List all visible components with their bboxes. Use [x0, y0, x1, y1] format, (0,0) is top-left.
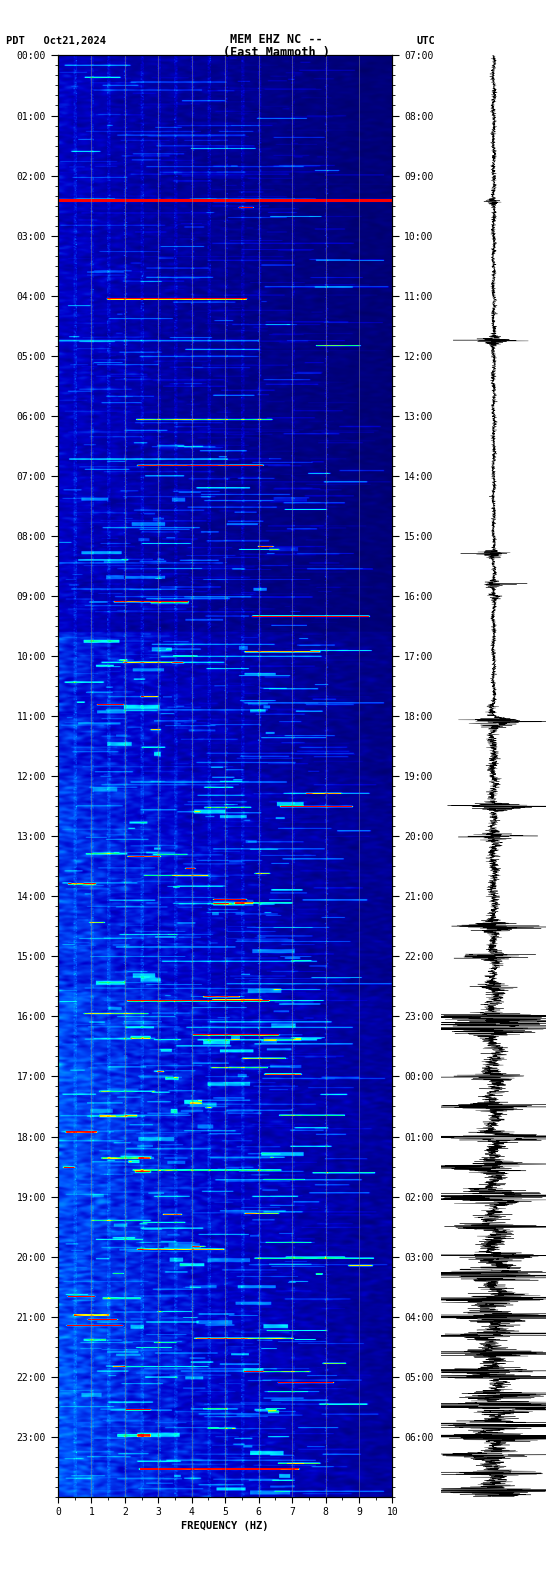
Text: (East Mammoth ): (East Mammoth )	[222, 46, 330, 59]
Text: UTC: UTC	[417, 36, 436, 46]
X-axis label: FREQUENCY (HZ): FREQUENCY (HZ)	[182, 1522, 269, 1532]
Text: PDT   Oct21,2024: PDT Oct21,2024	[6, 36, 105, 46]
Text: MEM EHZ NC --: MEM EHZ NC --	[230, 33, 322, 46]
